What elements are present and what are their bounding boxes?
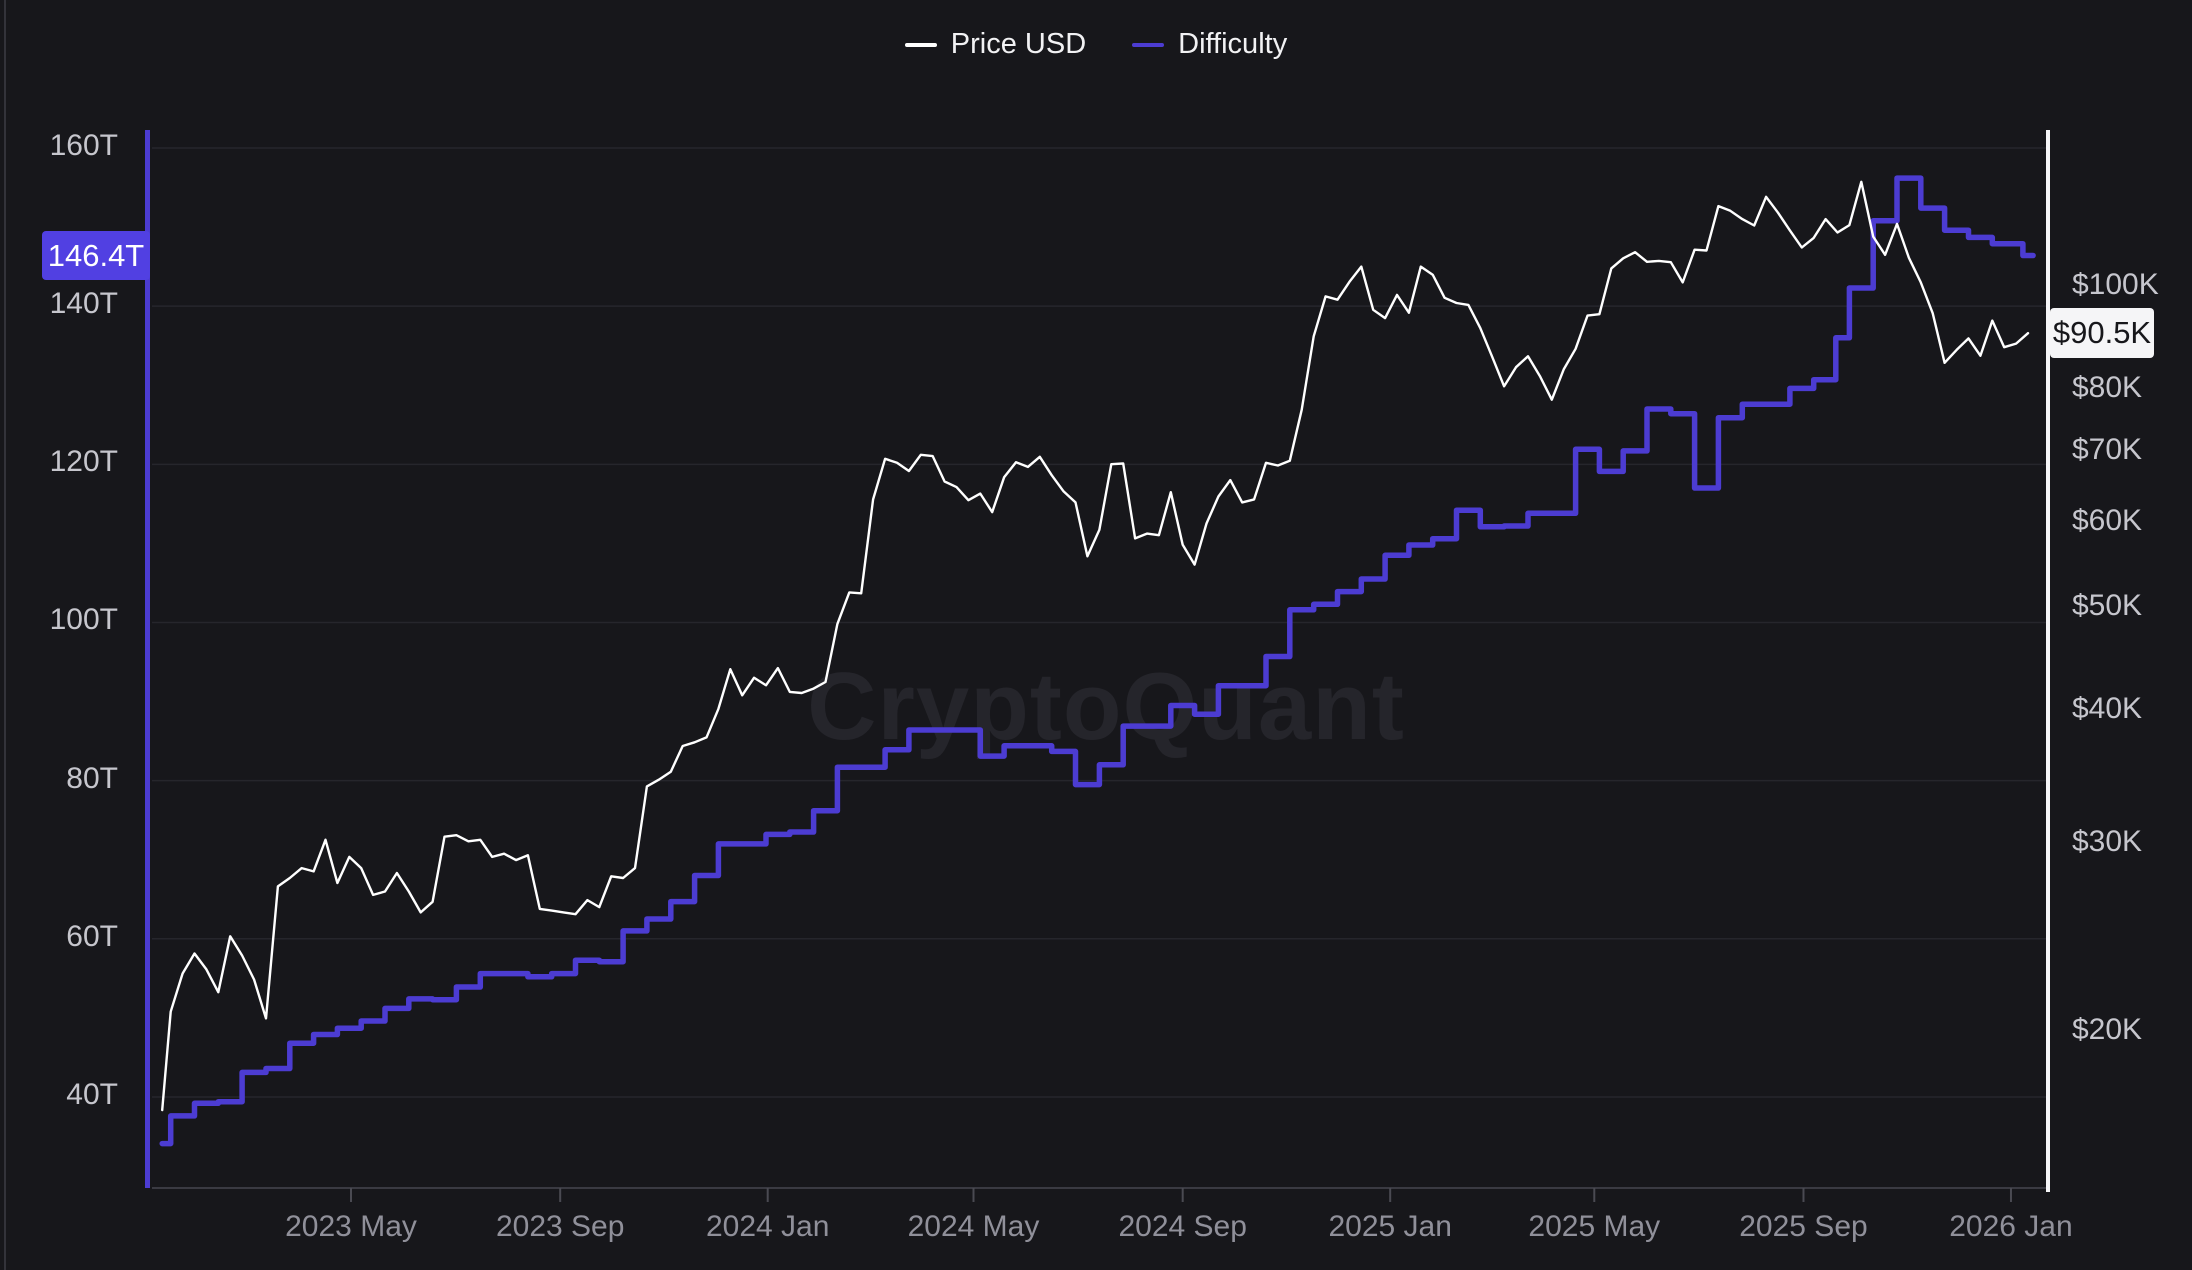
right-axis-tick-label: $40K	[2072, 692, 2143, 726]
legend: Price USD Difficulty	[0, 28, 2192, 61]
right-axis-tick-label: $80K	[2072, 371, 2143, 405]
x-axis-tick-label: 2025 Sep	[1739, 1210, 1868, 1243]
x-axis-tick-label: 2026 Jan	[1949, 1210, 2073, 1243]
legend-label-difficulty: Difficulty	[1178, 28, 1288, 60]
left-axis-tick-label: 60T	[66, 919, 118, 953]
x-axis-tick-label: 2025 May	[1528, 1210, 1661, 1243]
right-axis-tick-label: $60K	[2072, 504, 2143, 538]
window-edge	[4, 0, 6, 1270]
right-axis-tick-label: $30K	[2072, 825, 2143, 859]
x-axis-tick-label: 2024 Sep	[1118, 1210, 1247, 1243]
legend-label-price: Price USD	[950, 28, 1087, 60]
x-axis-tick-label: 2023 May	[285, 1210, 417, 1243]
left-axis-tick-label: 120T	[49, 445, 118, 479]
right-axis-tick-label: $70K	[2072, 433, 2143, 467]
right-axis-tick-label: $20K	[2072, 1013, 2143, 1047]
x-axis-tick-label: 2025 Jan	[1328, 1210, 1452, 1243]
difficulty-line-swatch-icon	[1132, 42, 1165, 47]
x-axis-tick-label: 2024 May	[907, 1210, 1040, 1243]
difficulty-current-badge: 146.4T	[42, 231, 150, 280]
left-axis-tick-label: 40T	[66, 1077, 118, 1111]
x-axis-tick-label: 2023 Sep	[495, 1210, 625, 1243]
price-current-badge: $90.5K	[2050, 308, 2154, 358]
x-axis-tick-label: 2024 Jan	[705, 1210, 830, 1243]
price-line-swatch-icon	[904, 42, 937, 47]
left-axis-tick-label: 80T	[66, 761, 118, 795]
right-axis-tick-label: $100K	[2072, 268, 2159, 301]
legend-item-price[interactable]: Price USD	[904, 28, 1087, 61]
difficulty-line	[159, 175, 2036, 1147]
left-axis-tick-label: 160T	[49, 129, 118, 162]
legend-item-difficulty[interactable]: Difficulty	[1132, 28, 1287, 61]
left-axis-tick-label: 140T	[49, 287, 118, 321]
left-axis-tick-label: 100T	[49, 603, 118, 637]
price-line	[161, 180, 2030, 1112]
right-axis-tick-label: $50K	[2072, 588, 2143, 622]
